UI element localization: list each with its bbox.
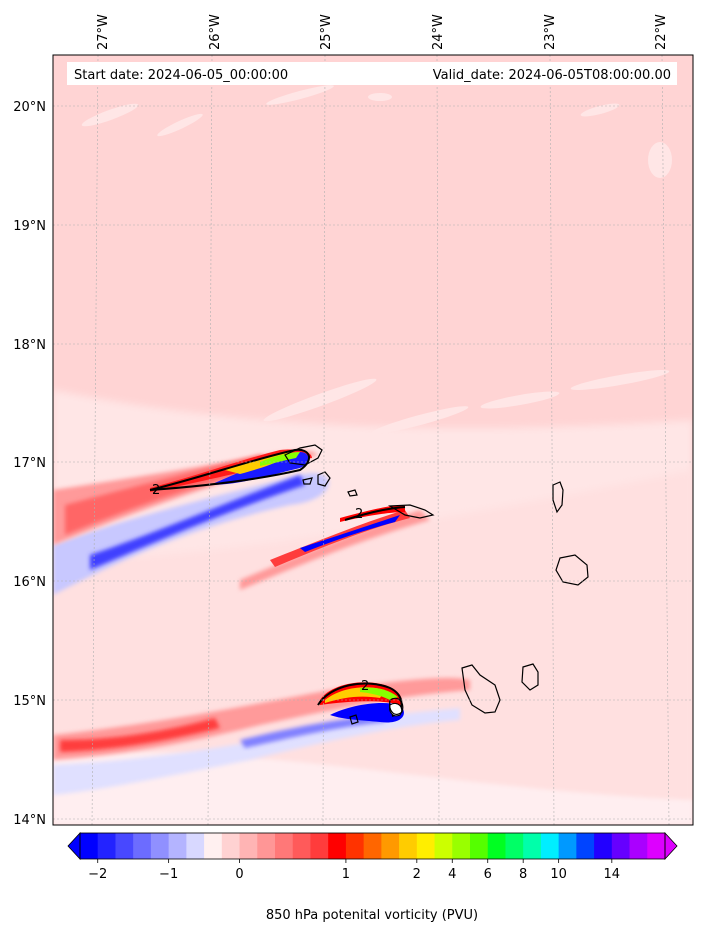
valid-date-text: Valid_date: 2024-06-05T08:00:00.00	[433, 68, 671, 83]
colorbar-cell	[452, 833, 471, 859]
pv-field-light-band	[53, 470, 693, 825]
pv-band-middle	[240, 505, 430, 590]
island-brava	[349, 714, 359, 725]
colorbar-tick-label: −1	[159, 867, 178, 882]
colorbar-tick-label: 2	[413, 867, 421, 882]
lat-label-15n: 15°N	[13, 694, 46, 709]
colorbar-cell	[345, 833, 365, 859]
lon-labels: 27°W 26°W 25°W 24°W 23°W 22°W	[96, 14, 669, 50]
gridlines	[53, 55, 693, 825]
colorbar-cell	[292, 833, 311, 859]
pv-band-north	[53, 448, 329, 595]
island-sal	[552, 481, 564, 514]
colorbar-tick-label: 1	[342, 867, 350, 882]
island-santa-luzia	[302, 477, 313, 485]
colorbar-frame	[79, 832, 666, 860]
colorbar-cell	[576, 833, 595, 859]
lat-label-14n: 14°N	[13, 813, 46, 828]
island-santo-antao	[284, 444, 323, 466]
contour-label-north: 2	[152, 483, 160, 498]
colorbar-tick-label: 10	[550, 867, 567, 882]
info-box	[67, 62, 677, 85]
lat-label-17n: 17°N	[13, 456, 46, 471]
colorbar-ticks: −2 −1 0 1 2 4 6 8 10 14	[88, 859, 620, 882]
colorbar-cell	[611, 833, 631, 859]
colorbar-tick-label: −2	[88, 867, 107, 882]
colorbar-tick-label: 0	[235, 867, 243, 882]
pv-field-lighter-bottom	[53, 752, 693, 825]
colorbar-cell	[80, 833, 99, 859]
island-maio	[521, 663, 539, 691]
colorbar-cell	[97, 833, 116, 859]
colorbar-cells	[80, 833, 666, 859]
map-frame	[52, 54, 694, 826]
colorbar-cell	[115, 833, 134, 859]
colorbar-tick-label: 8	[519, 867, 527, 882]
lat-label-18n: 18°N	[13, 338, 46, 353]
colorbar-cell	[363, 833, 382, 859]
island-sao-nicolau	[387, 504, 435, 519]
colorbar-max-arrow	[664, 831, 678, 861]
islet	[347, 489, 358, 497]
colorbar-cell	[523, 833, 542, 859]
colorbar-cell	[204, 833, 223, 859]
colorbar-cell	[470, 833, 489, 859]
start-date-text: Start date: 2024-06-05_00:00:00	[74, 68, 288, 83]
colorbar-cell	[416, 833, 436, 859]
colorbar-cell	[168, 833, 187, 859]
colorbar-cell	[186, 833, 205, 859]
lat-label-19n: 19°N	[13, 219, 46, 234]
lat-label-20n: 20°N	[13, 100, 46, 115]
colorbar-cell	[328, 833, 347, 859]
colorbar-tick-label: 6	[484, 867, 492, 882]
colorbar-cell	[150, 833, 170, 859]
island-fogo	[389, 697, 404, 715]
contour-label-middle: 2	[355, 507, 363, 522]
colorbar-cell	[310, 833, 329, 859]
colorbar-cell	[558, 833, 577, 859]
map-panel: 2 2 2 Start date: 2024-06-05_00:00:00 Va…	[53, 55, 693, 825]
lon-label-26w: 26°W	[208, 14, 223, 50]
colorbar-cell	[487, 833, 506, 859]
colorbar-cell	[540, 833, 560, 859]
island-santiago	[461, 664, 501, 714]
colorbar-cell	[257, 833, 276, 859]
colorbar-cell	[133, 833, 152, 859]
lat-label-16n: 16°N	[13, 575, 46, 590]
lat-labels: 20°N 19°N 18°N 17°N 16°N 15°N 14°N	[13, 100, 46, 828]
contour-label-south: 2	[361, 679, 369, 694]
lon-label-24w: 24°W	[431, 14, 446, 50]
colorbar-tick-label: 4	[448, 867, 456, 882]
colorbar-cell	[239, 833, 258, 859]
lon-label-22w: 22°W	[654, 14, 669, 50]
colorbar: −2 −1 0 1 2 4 6 8 10 14 850 hPa potenital vortici…	[67, 831, 678, 923]
colorbar-min-arrow	[67, 831, 81, 861]
colorbar-cell	[505, 833, 524, 859]
colorbar-cell	[434, 833, 453, 859]
pv-field-speckles	[81, 85, 672, 434]
lon-label-23w: 23°W	[543, 14, 558, 50]
colorbar-title: 850 hPa potenital vorticity (PVU)	[266, 908, 478, 923]
colorbar-cell	[399, 833, 418, 859]
lon-label-25w: 25°W	[319, 14, 334, 50]
colorbar-tick-label: 14	[604, 867, 621, 882]
colorbar-cell	[275, 833, 294, 859]
colorbar-cell	[381, 833, 400, 859]
colorbar-cell	[594, 833, 613, 859]
colorbar-cell	[221, 833, 241, 859]
colorbar-cell	[647, 833, 666, 859]
lon-label-27w: 27°W	[96, 14, 111, 50]
colorbar-cell	[629, 833, 648, 859]
pv-band-south	[53, 678, 470, 795]
